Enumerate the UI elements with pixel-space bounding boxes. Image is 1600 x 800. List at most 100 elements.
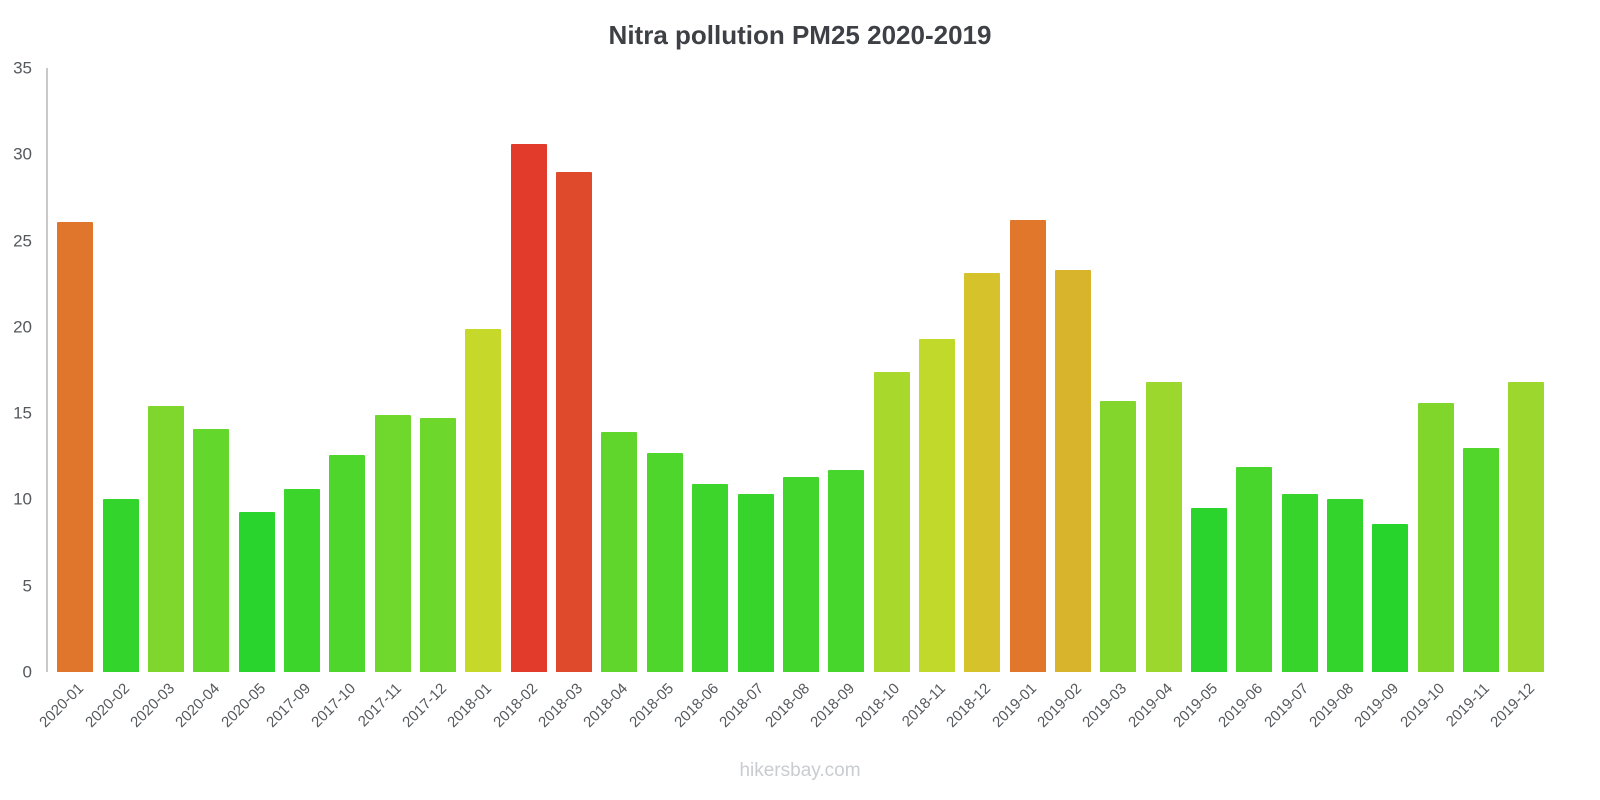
bar-2018-05 (646, 452, 683, 672)
bar-2018-09 (828, 470, 865, 672)
x-tick-label: 2020-03 (127, 680, 179, 731)
bar-2017-09 (284, 489, 321, 672)
x-tick-label: 2017-11 (354, 680, 405, 731)
bar-2018-08 (782, 477, 819, 672)
bar-2019-04 (1145, 382, 1182, 672)
bar-slot: 2019-12 (1487, 68, 1545, 731)
y-tick-label: 10 (13, 489, 32, 509)
x-tick-label: 2018-02 (489, 680, 541, 731)
bar-2017-10 (329, 454, 366, 672)
x-tick-label: 2018-12 (943, 680, 995, 731)
bar-slot: 2018-04 (581, 68, 638, 731)
bar-slot: 2018-07 (717, 68, 774, 731)
x-tick-label: 2018-06 (671, 680, 723, 731)
bar-2018-10 (873, 371, 910, 672)
x-tick-label: 2019-05 (1170, 680, 1221, 731)
bar-slot: 2019-04 (1125, 68, 1182, 731)
x-tick-label: 2017-09 (263, 680, 315, 731)
y-tick-label: 0 (22, 662, 32, 682)
bar-2019-03 (1100, 401, 1137, 672)
bar-2019-07 (1281, 494, 1318, 672)
y-tick-label: 25 (13, 231, 32, 251)
bar-slot: 2018-10 (853, 68, 910, 731)
x-tick-label: 2019-01 (988, 680, 1040, 731)
bar-2020-05 (238, 511, 275, 672)
bar-slot: 2019-01 (989, 68, 1046, 731)
bar-2019-06 (1236, 466, 1273, 672)
bar-slot: 2019-06 (1215, 68, 1273, 731)
bar-slot: 2018-01 (445, 68, 502, 731)
y-tick-label: 5 (22, 576, 32, 596)
bar-slot: 2019-03 (1079, 68, 1137, 731)
source-watermark: hikersbay.com (739, 760, 861, 781)
bar-slot: 2020-01 (36, 68, 94, 731)
x-tick-label: 2018-04 (580, 680, 632, 731)
bar-2018-06 (692, 483, 729, 672)
bar-2018-03 (556, 171, 593, 672)
bar-slot: 2018-05 (626, 68, 683, 731)
bar-slot: 2019-05 (1170, 68, 1227, 731)
bar-slot: 2018-11 (899, 68, 955, 730)
bar-2018-04 (601, 432, 638, 672)
x-tick-label: 2020-01 (36, 680, 88, 731)
bar-2019-10 (1417, 402, 1454, 672)
bar-2019-11 (1463, 447, 1499, 672)
bar-slot: 2019-11 (1443, 68, 1499, 730)
bar-2017-11 (374, 414, 411, 672)
bar-slot: 2019-02 (1034, 68, 1091, 731)
bar-2018-02 (510, 143, 547, 672)
x-tick-label: 2019-02 (1033, 680, 1085, 731)
bar-slot: 2019-10 (1397, 68, 1454, 731)
plot-area: 2020-01 2020-02 2020-03 2020-04 2020-05 2017-… (36, 68, 1554, 731)
x-tick-label: 2018-09 (807, 680, 859, 731)
bar-2019-09 (1372, 523, 1409, 672)
x-tick-label: 2019-06 (1215, 680, 1267, 731)
bar-2020-01 (57, 221, 94, 672)
bar-slot: 2017-10 (308, 68, 366, 731)
x-tick-label: 2019-12 (1487, 680, 1539, 731)
bar-slot: 2018-12 (943, 68, 1001, 731)
bar-2020-04 (193, 428, 230, 672)
bar-2019-01 (1009, 219, 1046, 672)
bars-container: 2020-01 2020-02 2020-03 2020-04 2020-05 2017-… (36, 68, 1554, 731)
bar-slot: 2017-11 (355, 68, 411, 730)
x-tick-label: 2019-11 (1442, 680, 1494, 731)
x-tick-label: 2018-08 (761, 680, 813, 731)
x-tick-label: 2018-03 (535, 680, 587, 731)
y-tick-label: 15 (13, 403, 32, 423)
x-tick-label: 2019-10 (1396, 680, 1448, 731)
x-tick-label: 2020-02 (81, 680, 133, 731)
x-tick-label: 2017-10 (308, 680, 360, 731)
x-tick-label: 2018-11 (898, 680, 949, 731)
x-tick-label: 2017-12 (399, 680, 451, 731)
bar-slot: 2020-04 (172, 68, 230, 731)
x-tick-label: 2018-07 (716, 680, 768, 731)
bar-slot: 2018-03 (535, 68, 593, 731)
y-tick-label: 30 (13, 144, 32, 164)
bar-slot: 2018-02 (490, 68, 547, 731)
bar-slot: 2018-09 (807, 68, 865, 731)
bar-slot: 2019-08 (1306, 68, 1363, 731)
bar-2019-08 (1326, 499, 1363, 672)
bar-2019-02 (1054, 269, 1091, 672)
bar-2019-12 (1508, 382, 1545, 672)
bar-slot: 2018-06 (671, 68, 729, 731)
x-tick-label: 2019-03 (1079, 680, 1131, 731)
x-tick-label: 2018-05 (625, 680, 677, 731)
x-tick-label: 2019-08 (1306, 680, 1357, 731)
y-tick-label: 35 (13, 58, 32, 78)
bar-2018-07 (737, 494, 774, 672)
x-tick-label: 2020-04 (172, 680, 224, 731)
x-tick-label: 2018-01 (444, 680, 496, 731)
bar-slot: 2019-07 (1261, 68, 1318, 731)
x-tick-label: 2019-07 (1260, 680, 1312, 731)
x-tick-label: 2019-04 (1124, 680, 1176, 731)
y-tick-label: 20 (13, 317, 32, 337)
bar-slot: 2020-05 (218, 68, 275, 731)
bar-2018-11 (918, 338, 955, 672)
bar-slot: 2018-08 (762, 68, 819, 731)
bar-2017-12 (420, 418, 457, 672)
bar-slot: 2017-12 (399, 68, 457, 731)
bar-2019-05 (1190, 508, 1227, 672)
